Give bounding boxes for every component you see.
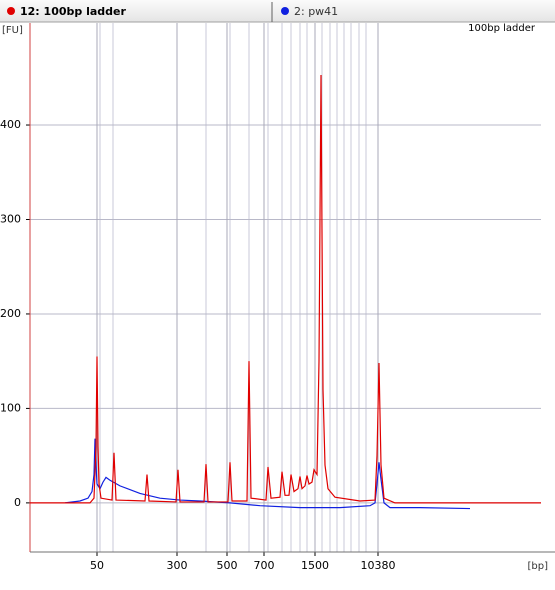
x-tick-label: 10380 — [361, 559, 396, 572]
x-axis-label: [bp] — [528, 561, 549, 572]
x-tick-label: 50 — [90, 559, 104, 572]
trace — [30, 74, 541, 504]
y-tick-label: 100 — [0, 401, 21, 414]
tab-bar — [0, 0, 555, 22]
x-tick-label: 300 — [167, 559, 188, 572]
tab-label: 12: 100bp ladder — [20, 5, 126, 18]
tab-label: 2: pw41 — [294, 5, 338, 18]
tab[interactable]: 2: pw41 — [281, 5, 338, 18]
x-tick-label: 1500 — [301, 559, 329, 572]
x-tick-label: 700 — [254, 559, 275, 572]
y-axis-label: [FU] — [2, 25, 23, 36]
tab[interactable]: 12: 100bp ladder — [7, 5, 126, 18]
y-tick-label: 300 — [0, 212, 21, 225]
chart-title: 100bp ladder — [468, 23, 536, 34]
y-tick-label: 400 — [0, 118, 21, 131]
plot-background — [0, 23, 555, 586]
y-tick-label: 200 — [0, 307, 21, 320]
y-tick-label: 0 — [14, 496, 21, 509]
trace — [64, 438, 471, 510]
tab-dot — [7, 7, 15, 15]
tab-dot — [281, 7, 289, 15]
x-tick-label: 500 — [217, 559, 238, 572]
